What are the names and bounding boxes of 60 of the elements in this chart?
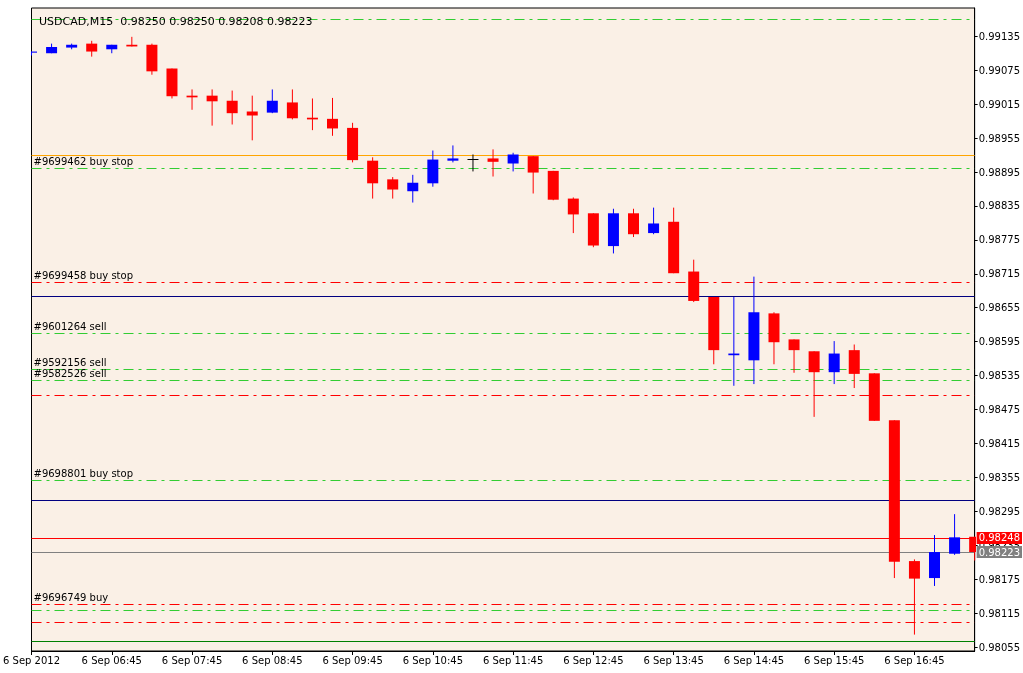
x-tick-label: 6 Sep 06:45	[81, 654, 142, 666]
y-tick-label: 0.98895	[978, 166, 1021, 178]
candlestick	[527, 155, 539, 194]
candlestick	[828, 340, 840, 385]
ref-line-label: #9698801 buy stop	[33, 467, 133, 479]
candlestick	[226, 90, 238, 125]
x-tick-label: 6 Sep 16:45	[884, 654, 945, 666]
candlestick	[487, 148, 499, 178]
y-tick-label: 0.98475	[978, 404, 1021, 416]
candlestick	[467, 153, 479, 172]
candlestick	[367, 156, 379, 200]
x-tick-label: 6 Sep 10:45	[402, 654, 464, 666]
ref-line-label: #9592156 sell	[33, 356, 107, 368]
candlestick	[387, 176, 399, 200]
text: USDCAD,M15 0.98250 0.98250 0.98208 0.98223	[39, 15, 313, 28]
y-tick-label: 0.98115	[978, 607, 1021, 619]
candlestick	[848, 343, 860, 389]
x-tick-label: 6 Sep 2012	[2, 654, 61, 666]
y-tick-label: 0.98835	[978, 200, 1021, 212]
ref-line-label: #9696749 buy	[33, 592, 109, 604]
ref-line-label: #9582526 sell	[33, 367, 107, 379]
candlestick	[286, 88, 298, 120]
candlestick	[628, 208, 640, 238]
y-tick-label: 0.98715	[978, 268, 1021, 280]
y-tick-label: 0.98775	[978, 234, 1021, 246]
candlestick	[327, 97, 339, 137]
ref-line-label: #9699458 buy stop	[33, 269, 133, 281]
x-tick-label: 6 Sep 11:45	[482, 654, 544, 666]
candlestick	[949, 513, 961, 556]
candlestick	[447, 144, 459, 163]
y-tick-label: 0.98655	[978, 302, 1021, 314]
x-tick-label: 6 Sep 15:45	[803, 654, 865, 666]
y-tick-label: 0.98535	[978, 370, 1021, 382]
y-tick-label: 0.98055	[978, 641, 1021, 653]
x-tick-label: 6 Sep 13:45	[643, 654, 704, 666]
candlestick	[246, 95, 258, 141]
candlestick	[788, 338, 800, 374]
y-tick-label: 0.98955	[978, 132, 1021, 144]
y-tick-label: 0.99135	[978, 30, 1021, 42]
candlestick	[427, 150, 439, 188]
x-tick-label: 6 Sep 08:45	[242, 654, 303, 666]
y-tick-label: 0.98355	[978, 471, 1021, 483]
x-tick-label: 6 Sep 09:45	[322, 654, 383, 666]
y-tick-label: 0.98175	[978, 573, 1021, 585]
y-tick-label: 0.98415	[978, 437, 1021, 449]
candlestick	[648, 207, 660, 235]
x-tick-label: 6 Sep 12:45	[563, 654, 624, 666]
x-tick-label: 6 Sep 07:45	[161, 654, 223, 666]
y-tick-label: 0.98295	[978, 505, 1021, 517]
y-tick-label: 0.99015	[978, 98, 1021, 110]
y-tick-label: 0.98595	[978, 336, 1021, 348]
candlestick	[407, 174, 419, 204]
ref-line-label: #9601264 sell	[33, 320, 107, 332]
candlestick	[567, 196, 579, 234]
x-tick-label: 6 Sep 14:45	[723, 654, 785, 666]
ref-line-label: 0.98223	[978, 546, 1021, 558]
y-tick-label: 0.99075	[978, 64, 1021, 76]
ref-line-label: 0.98248	[978, 532, 1021, 544]
ref-line-label: #9699462 buy stop	[33, 156, 133, 168]
candlestick	[507, 152, 519, 172]
